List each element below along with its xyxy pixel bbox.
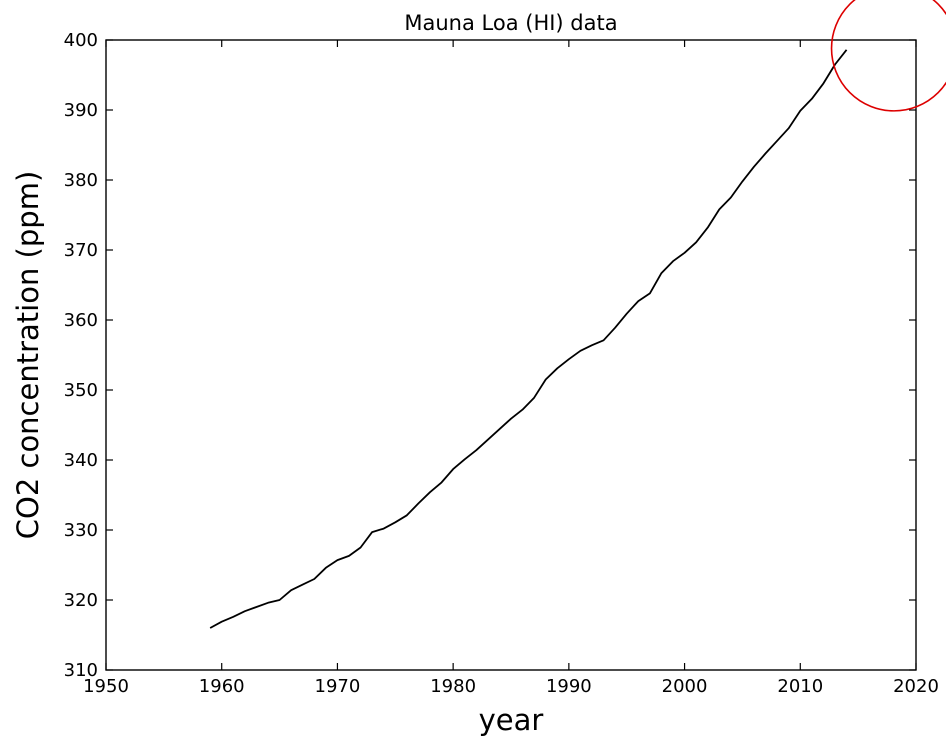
x-tick-label: 2010 (777, 676, 823, 697)
x-axis-ticks: 1950 1960 1970 1980 1990 2000 2010 2020 (83, 40, 939, 697)
y-tick-label: 340 (64, 450, 98, 471)
annotation-group (830, 0, 946, 112)
y-tick-label: 350 (64, 380, 98, 401)
y-axis-label: CO2 concentration (ppm) (11, 171, 45, 540)
x-axis-label: year (479, 703, 544, 737)
x-tick-label: 1950 (83, 676, 129, 697)
y-tick-label: 400 (64, 30, 98, 51)
y-tick-label: 360 (64, 310, 98, 331)
x-tick-label: 1990 (546, 676, 592, 697)
y-tick-label: 320 (64, 590, 98, 611)
x-tick-label: 2000 (662, 676, 708, 697)
y-tick-label: 380 (64, 170, 98, 191)
annotation-circle (830, 0, 946, 112)
y-axis-ticks: 310 320 330 340 350 360 370 380 390 400 (64, 30, 916, 681)
y-tick-label: 310 (64, 660, 98, 681)
x-tick-label: 2020 (893, 676, 939, 697)
plot-frame (105, 39, 917, 671)
chart-title: Mauna Loa (HI) data (404, 11, 617, 35)
y-tick-label: 390 (64, 100, 98, 121)
x-tick-label: 1960 (199, 676, 245, 697)
y-tick-label: 330 (64, 520, 98, 541)
series-group (209, 49, 848, 629)
y-tick-label: 370 (64, 240, 98, 261)
series-line-0 (209, 49, 848, 629)
x-tick-label: 1980 (430, 676, 476, 697)
x-tick-label: 1970 (315, 676, 361, 697)
